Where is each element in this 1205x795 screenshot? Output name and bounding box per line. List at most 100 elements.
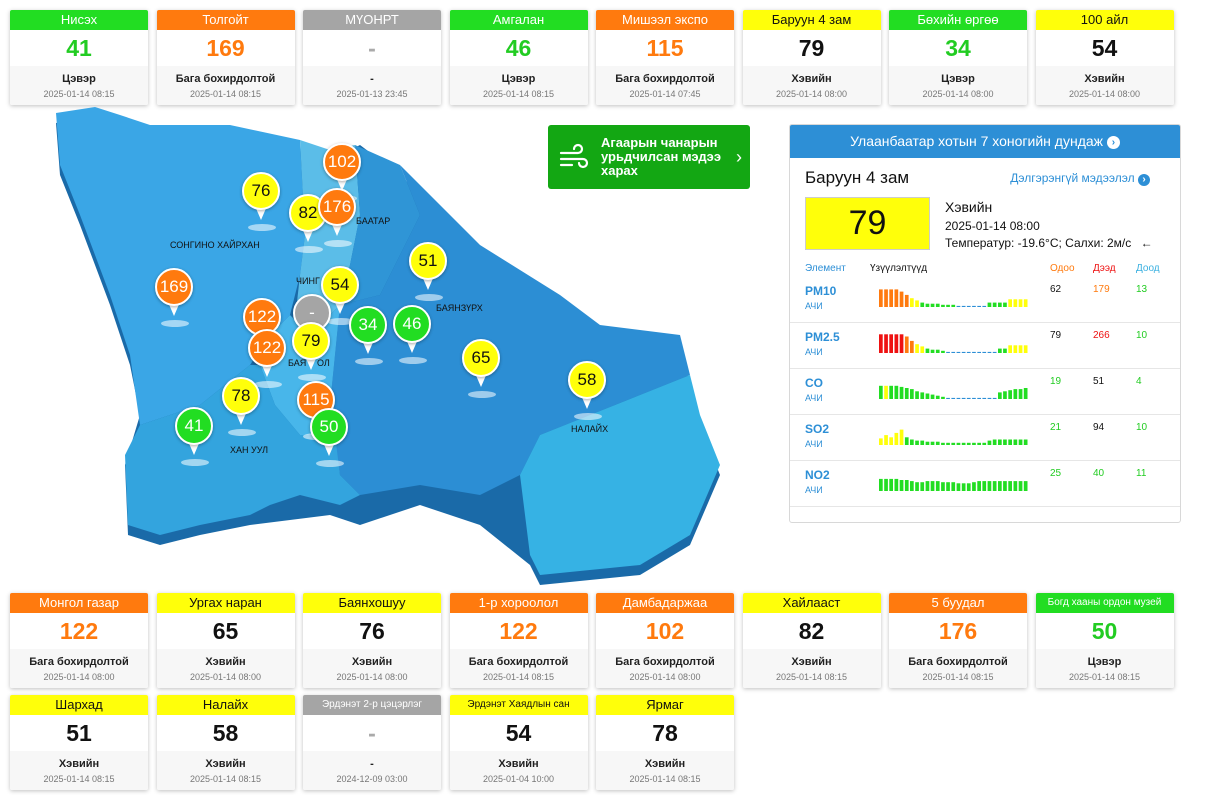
station-card[interactable]: Эрдэнэт Хаядлын сан 54 Хэвийн 2025-01-04 10…	[449, 695, 588, 790]
station-card[interactable]: Бөхийн өргөө 34 Цэвэр 2025-01-14 08:00	[889, 10, 1027, 105]
map-pin[interactable]: 122	[248, 329, 288, 391]
wind-arrow-icon: ←	[1140, 236, 1153, 250]
map-pin[interactable]: 41	[175, 407, 215, 469]
timestamp: 2025-01-14 07:45	[629, 89, 701, 99]
station-card[interactable]: Шархад 51 Хэвийн 2025-01-14 08:15	[10, 695, 148, 790]
card-footer: Хэвийн 2025-01-14 08:00	[742, 66, 881, 105]
station-card[interactable]: 100 айл 54 Хэвийн 2025-01-14 08:00	[1035, 10, 1174, 105]
station-detail-panel: Улаанбаатар хотын 7 хоногийн дундаж › Ба…	[789, 124, 1181, 523]
station-card[interactable]: Амгалан 46 Цэвэр 2025-01-14 08:15	[449, 10, 588, 105]
trend-bar	[956, 442, 961, 445]
map-pin[interactable]: 34	[349, 306, 389, 368]
station-card[interactable]: Дамбадаржаа 102 Бага бохирдолтой 2025-01-14…	[596, 593, 734, 688]
station-card[interactable]: Эрдэнэт 2-р цэцэрлэг - - 2024-12-09 03:00	[303, 695, 441, 790]
timestamp: 2025-01-14 08:00	[43, 672, 115, 682]
pollutant-max: 179	[1093, 284, 1110, 295]
forecast-button[interactable]: Агаарын чанарын урьдчилсан мэдээ харах ›	[548, 125, 750, 189]
pollutant-name[interactable]: PM2.5	[805, 330, 840, 344]
map-pin[interactable]: 169	[155, 268, 195, 330]
timestamp: 2025-01-14 08:15	[482, 672, 555, 682]
map-pin[interactable]: 51	[409, 242, 449, 304]
district-khanuul[interactable]	[125, 365, 360, 535]
aqi-value: 122	[499, 618, 538, 644]
station-name: Эрдэнэт Хаядлын сан	[449, 695, 588, 715]
map-pin[interactable]: 78	[222, 377, 262, 439]
station-card[interactable]: Толгойт 169 Бага бохирдолтой 2025-01-14 08:…	[156, 10, 295, 105]
trend-bar	[987, 481, 992, 491]
map-pin[interactable]: 50	[310, 408, 350, 470]
details-link-text: Дэлгэрэнгүй мэдээлэл	[1010, 171, 1135, 185]
trend-bar	[982, 351, 987, 353]
station-card[interactable]: 5 буудал 176 Бага бохирдолтой 2025-01-14 08…	[889, 593, 1027, 688]
district-sukhbaatar[interactable]	[340, 145, 420, 305]
pollutant-now: 79	[1050, 330, 1062, 341]
timestamp: 2025-01-13 23:45	[336, 89, 408, 99]
station-card[interactable]: Баянхошуу 76 Хэвийн 2025-01-14 08:00	[303, 593, 441, 688]
pollutant-min: 4	[1136, 376, 1142, 387]
pin-value: 76	[242, 172, 280, 210]
timestamp: 2025-01-14 08:15	[43, 774, 115, 784]
pollutant-name[interactable]: SO2	[805, 422, 830, 436]
station-card[interactable]: Нисэх 41 Цэвэр 2025-01-14 08:15	[10, 10, 148, 105]
map-pin[interactable]: 79	[292, 322, 332, 384]
col-trend: Үзүүлэлтүүд	[870, 263, 928, 274]
pollutant-name[interactable]: NO2	[805, 468, 830, 482]
station-card[interactable]: Баруун 4 зам 79 Хэвийн 2025-01-14 08:00	[742, 10, 881, 105]
trend-bar	[930, 349, 935, 353]
pin-value: 122	[248, 329, 286, 367]
station-card[interactable]: Налайх 58 Хэвийн 2025-01-14 08:15	[156, 695, 295, 790]
station-card[interactable]: Ургах наран 65 Хэвийн 2025-01-14 08:00	[156, 593, 295, 688]
trend-bar	[1013, 389, 1018, 399]
trend-bar	[966, 305, 971, 307]
trend-bar	[884, 289, 888, 307]
trend-bar	[961, 483, 966, 491]
map-pin[interactable]: 58	[568, 361, 608, 423]
pollutant-name[interactable]: CO	[805, 376, 823, 390]
trend-bar	[920, 346, 925, 353]
trend-bar	[935, 395, 940, 399]
card-footer: Хэвийн 2025-01-14 08:15	[596, 751, 734, 790]
map-pin[interactable]: 82	[289, 194, 329, 256]
weather-text: Температур: -19.6°C; Салхи: 2м/с	[945, 236, 1132, 250]
map-pin[interactable]: 46	[393, 305, 433, 367]
weekly-average-header[interactable]: Улаанбаатар хотын 7 хоногийн дундаж ›	[790, 125, 1180, 158]
map-pin[interactable]: 76	[242, 172, 282, 234]
trend-bar	[894, 432, 899, 445]
trend-bar	[972, 351, 976, 353]
details-link[interactable]: Дэлгэрэнгүй мэдээлэл ›	[1010, 171, 1150, 186]
trend-bar	[884, 478, 888, 491]
station-card[interactable]: Богд хааны ордон музей 50 Цэвэр 2025-01-14 …	[1035, 593, 1174, 688]
station-card[interactable]: Хайлааст 82 Хэвийн 2025-01-14 08:15	[742, 593, 881, 688]
station-name: Мишээл экспо	[596, 10, 734, 30]
map-pin[interactable]: 176	[318, 188, 358, 250]
trend-bar	[1018, 481, 1023, 491]
card-footer: - 2025-01-13 23:45	[303, 66, 441, 105]
station-card[interactable]: Ярмаг 78 Хэвийн 2025-01-14 08:15	[596, 695, 734, 790]
trend-bar	[1013, 439, 1018, 445]
trend-bar	[982, 442, 987, 445]
station-name: 1-р хороолол	[449, 593, 588, 613]
district-map: СОНГИНО ХАЙРХАН ЧИНГ БААТАР БАЯНЗҮРХ НАЛАЙХ Х…	[0, 105, 780, 585]
station-card[interactable]: 1-р хороолол 122 Бага бохирдолтой 2025-01-1…	[449, 593, 588, 688]
pollutant-row: NO2 АЧИ 25 40 11	[790, 461, 1180, 507]
trend-bar	[956, 483, 961, 491]
map-pin[interactable]: 65	[462, 339, 502, 401]
quality-level: Хэвийн	[205, 758, 246, 770]
station-name: Шархад	[10, 695, 148, 715]
station-card[interactable]: МҮОНРТ - - 2025-01-13 23:45	[303, 10, 441, 105]
pin-shadow	[161, 320, 189, 327]
trend-bar	[987, 302, 992, 307]
trend-bar	[977, 442, 981, 445]
pollutant-name[interactable]: PM10	[805, 284, 837, 298]
district-label: БААТАР	[356, 216, 391, 226]
station-card[interactable]: Монгол газар 122 Бага бохирдолтой 2025-01-1…	[10, 593, 148, 688]
trend-bar	[930, 441, 935, 445]
pollutant-unit: АЧИ	[805, 393, 823, 403]
district-nalaikh[interactable]	[520, 375, 720, 575]
station-card[interactable]: Мишээл экспо 115 Бага бохирдолтой 2025-01-1…	[596, 10, 734, 105]
timestamp: 2025-01-14 08:15	[1068, 672, 1141, 682]
measurement-time: 2025-01-14 08:00	[945, 219, 1040, 233]
trend-sparkline	[879, 478, 1028, 491]
map-pin[interactable]: 54	[321, 266, 361, 328]
trend-bar	[935, 303, 940, 307]
